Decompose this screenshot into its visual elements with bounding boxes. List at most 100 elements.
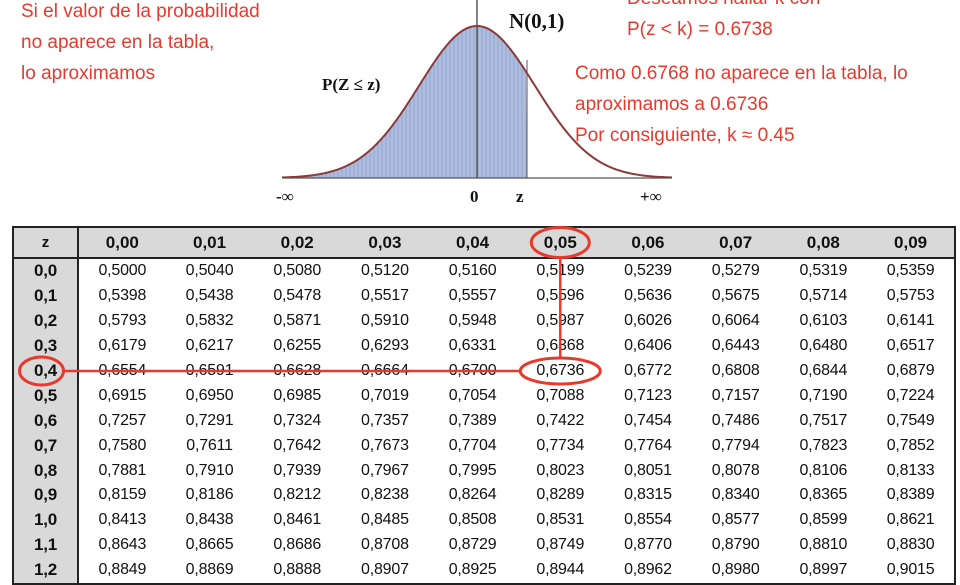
probability-cell: 0,8708	[361, 536, 409, 554]
probability-cell: 0,5000	[98, 262, 147, 280]
column-header: 0,04	[428, 227, 517, 259]
probability-cell: 0,8749	[536, 536, 585, 554]
probability-cell: 0,8051	[624, 461, 672, 479]
table-body: 0,0 0,5000 0,5040 0,5080 0,5120 0,5160 0,5199 0…	[13, 258, 955, 584]
probability-cell: 0,6406	[624, 337, 672, 355]
z-value-cell: 1,0	[13, 507, 79, 533]
probability-cell: 0,8078	[711, 461, 760, 479]
right-top-annotation: Deseamos hallar k con P(z < k) = 0.6738	[627, 0, 820, 45]
probability-cell: 0,8340	[711, 486, 760, 504]
table-row: 0,2 0,5793 0,5832 0,5871 0,5910 0,5948 0,5987 0…	[13, 308, 955, 334]
probability-cell: 0,8599	[799, 511, 848, 529]
probability-cell: 0,7549	[886, 411, 935, 429]
left-annotation-line-3: lo aproximamos	[21, 63, 156, 84]
z-value-cell: 0,8	[13, 458, 79, 484]
z-value-cell: 0,6	[13, 408, 79, 434]
probability-cell: 0,8869	[185, 561, 234, 579]
right-top-annotation-line-2: P(z < k) = 0.6738	[627, 19, 773, 40]
column-header: 0,06	[604, 227, 692, 259]
probability-cell: 0,7734	[536, 436, 585, 454]
probability-cell: 0,7823	[799, 436, 848, 454]
probability-cell: 0,7939	[273, 461, 322, 479]
probability-cell: 0,8315	[624, 486, 672, 504]
column-header: 0,02	[253, 227, 342, 259]
neg-infinity-label: -∞	[276, 187, 294, 206]
probability-cell: 0,7357	[361, 411, 409, 429]
probability-cell: 0,8365	[799, 486, 848, 504]
probability-cell: 0,5040	[185, 262, 234, 280]
probability-cell: 0,7389	[448, 411, 497, 429]
table-row: 0,8 0,7881 0,7910 0,7939 0,7967 0,7995 0,8023 0…	[13, 458, 955, 484]
probability-cell: 0,8997	[799, 561, 848, 579]
probability-cell: 0,7580	[98, 436, 147, 454]
probability-cell: 0,8159	[98, 486, 147, 504]
column-header: 0,08	[779, 227, 868, 259]
left-annotation-line-2: no aparece en la tabla,	[21, 32, 215, 53]
probability-cell: 0,6141	[886, 312, 935, 330]
probability-cell: 0,5160	[448, 262, 497, 280]
probability-cell: 0,6480	[799, 337, 848, 355]
distribution-label: N(0,1)	[509, 9, 564, 33]
table-row: 0,0 0,5000 0,5040 0,5080 0,5120 0,5160 0,5199 0…	[13, 258, 955, 284]
probability-cell: 0,6554	[98, 362, 147, 379]
probability-cell: 0,5398	[98, 287, 147, 305]
table-row: 1,1 0,8643 0,8665 0,8686 0,8708 0,8729 0,8749 0…	[13, 532, 955, 558]
probability-cell: 0,7454	[624, 411, 672, 429]
probability-cell: 0,7088	[536, 386, 585, 404]
z-value-cell: 0,4	[13, 358, 79, 384]
z-label: z	[516, 187, 524, 206]
probability-cell: 0,8289	[536, 486, 585, 504]
z-value-cell: 1,2	[13, 557, 79, 584]
probability-cell: 0,8665	[185, 536, 234, 554]
column-header: 0,07	[691, 227, 780, 259]
probability-cell: 0,7881	[98, 461, 147, 479]
right-annotation: Como 0.6768 no aparece en la tabla, lo a…	[575, 58, 908, 151]
probability-cell: 0,5557	[448, 287, 497, 305]
probability-cell: 0,5478	[273, 287, 322, 305]
probability-cell: 0,6064	[711, 312, 760, 330]
probability-cell: 0,7611	[186, 436, 233, 454]
table-row: 0,9 0,8159 0,8186 0,8212 0,8238 0,8264 0,8289 0…	[13, 483, 955, 508]
probability-cell: 0,5359	[886, 262, 935, 280]
probability-cell: 0,6736	[536, 362, 585, 379]
right-annotation-line-2: aproximamos a 0.6736	[575, 94, 769, 115]
table-row: 1,2 0,8849 0,8869 0,8888 0,8907 0,8925 0,8944 0…	[13, 557, 955, 584]
table-row: 0,6 0,7257 0,7291 0,7324 0,7357 0,7389 0,7422 0…	[13, 408, 955, 434]
probability-cell: 0,8888	[273, 561, 322, 579]
probability-cell: 0,8133	[886, 461, 935, 479]
probability-cell: 0,9015	[886, 561, 935, 579]
table-row: 1,0 0,8413 0,8438 0,8461 0,8485 0,8508 0,8531 0…	[13, 507, 955, 533]
shaded-area	[282, 26, 527, 178]
probability-cell: 0,6915	[98, 386, 147, 404]
probability-cell: 0,6293	[361, 337, 409, 355]
table-row: 0,7 0,7580 0,7611 0,7642 0,7673 0,7704 0,7734 0…	[13, 433, 955, 459]
probability-cell: 0,8413	[98, 511, 147, 529]
probability-cell: 0,5239	[624, 262, 672, 280]
probability-cell: 0,7967	[361, 461, 409, 479]
probability-cell: 0,5596	[536, 287, 585, 305]
probability-cell: 0,5517	[361, 287, 409, 305]
column-header: 0,00	[78, 227, 166, 259]
column-header: 0,01	[165, 227, 254, 259]
probability-label: P(Z ≤ z)	[322, 75, 380, 94]
normal-curve-figure: N(0,1) P(Z ≤ z) -∞ 0 z +∞	[276, 0, 673, 206]
probability-cell: 0,8830	[886, 536, 935, 554]
probability-cell: 0,8686	[273, 536, 322, 554]
probability-cell: 0,7642	[273, 436, 322, 454]
probability-cell: 0,7764	[624, 436, 672, 454]
probability-cell: 0,7704	[448, 436, 497, 454]
probability-cell: 0,8980	[711, 561, 760, 579]
probability-cell: 0,6443	[711, 337, 760, 355]
probability-cell: 0,5199	[536, 262, 585, 280]
right-top-annotation-line-1: Deseamos hallar k con	[627, 0, 820, 14]
probability-cell: 0,8962	[624, 561, 672, 579]
probability-cell: 0,6950	[185, 386, 234, 404]
probability-cell: 0,6879	[886, 362, 935, 379]
right-annotation-line-3: Por consiguiente, k ≈ 0.45	[575, 125, 795, 146]
probability-cell: 0,5279	[711, 262, 760, 280]
probability-cell: 0,8106	[799, 461, 848, 479]
probability-cell: 0,7995	[448, 461, 497, 479]
probability-cell: 0,5675	[711, 287, 760, 305]
probability-cell: 0,5948	[448, 312, 497, 330]
probability-cell: 0,5636	[624, 287, 672, 305]
